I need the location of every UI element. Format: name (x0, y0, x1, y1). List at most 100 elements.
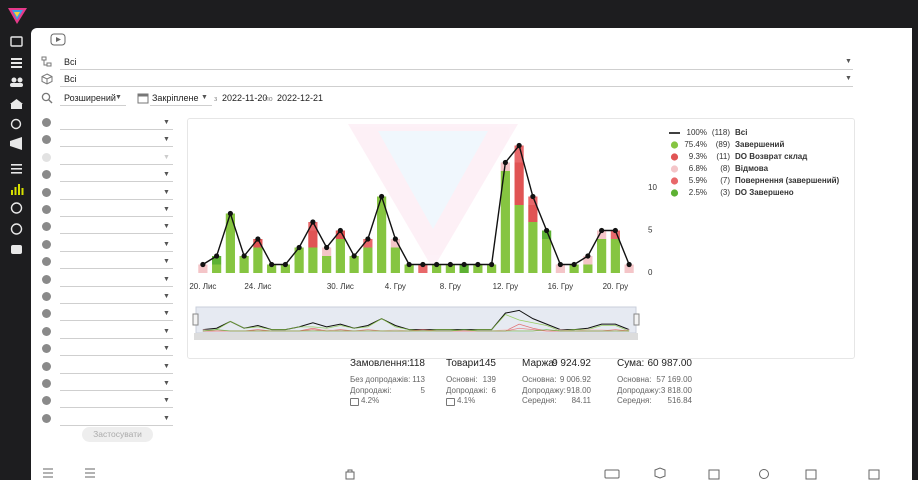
filter-icon[interactable] (42, 170, 51, 180)
filter-icon[interactable] (42, 152, 51, 162)
tab-icons[interactable] (43, 440, 880, 480)
navigator-handle[interactable] (633, 313, 640, 326)
filter-icon[interactable] (42, 205, 51, 214)
stat-title: Маржа: (522, 358, 557, 369)
total-point (585, 253, 591, 259)
bar-segment (349, 256, 359, 273)
stat-label: Середня: (522, 396, 557, 405)
legend-percent: 5.9% (689, 176, 707, 185)
bag-icon (350, 398, 359, 406)
filter-icon[interactable] (42, 413, 51, 423)
filter-underline (60, 390, 173, 391)
sidebar-icons[interactable] (10, 36, 24, 254)
legend-swatch (670, 177, 679, 185)
filter-underline (60, 146, 173, 148)
video-icon[interactable] (50, 33, 66, 47)
apply-button[interactable]: Застосувати (82, 427, 153, 442)
bar-segment (555, 264, 565, 273)
legend-name: DO Возврат склад (735, 152, 807, 161)
caret: ▼ (163, 188, 170, 196)
bar-segment (528, 196, 538, 205)
bar-segment (445, 264, 455, 273)
total-point (365, 236, 371, 242)
bar-segment (198, 264, 208, 273)
chart-panel: 0 5 10 20. Лис 24. Лис 30. Лис 4. Гру 8. Гру 12.… (187, 118, 855, 359)
caret: ▼ (163, 171, 170, 179)
date-to[interactable]: 2022-12-21 (277, 93, 324, 103)
legend-swatch (670, 141, 679, 149)
filter-icon[interactable] (42, 326, 51, 336)
bar-segment (514, 205, 524, 273)
caret: ▼ (163, 345, 170, 353)
total-point (241, 253, 247, 259)
date-from[interactable]: 2022-11-20 (222, 93, 268, 103)
legend-name: DO Завершено (735, 188, 794, 197)
x-tick-label: 20. Гру (603, 282, 629, 291)
filter-underline (60, 355, 173, 357)
filter-icon[interactable] (42, 344, 51, 354)
total-point (612, 227, 618, 234)
bar-segment (253, 239, 263, 248)
caret: ▼ (845, 75, 852, 82)
stat-row-value: 918.00 (566, 385, 591, 395)
filter-underline (60, 285, 173, 287)
filter-icon[interactable] (42, 292, 51, 301)
navigator-handle[interactable] (192, 313, 199, 326)
mode-select[interactable]: Розширений (64, 93, 116, 103)
total-point (200, 261, 206, 268)
total-point (461, 261, 467, 268)
filter-icon[interactable] (42, 274, 51, 284)
x-tick-label: 24. Лис (244, 282, 271, 291)
bar-segment (597, 239, 607, 273)
watermark (348, 124, 518, 269)
to-label: по (265, 96, 273, 103)
filter-icon[interactable] (42, 222, 51, 232)
filter-icon[interactable] (42, 396, 51, 406)
total-point (475, 261, 481, 268)
total-point (351, 253, 357, 259)
x-tick-label: 4. Гру (385, 282, 406, 291)
select-underline (150, 105, 212, 106)
select-underline (60, 105, 126, 106)
filter-icon[interactable] (42, 135, 51, 145)
filter-underline (60, 320, 173, 322)
bar-segment (335, 239, 345, 273)
stat-label: Без допродажів: (350, 375, 411, 384)
total-point (392, 236, 398, 242)
period-select[interactable]: Закріплене (152, 93, 199, 103)
select-value[interactable]: Всі (64, 74, 77, 84)
tree-icon (41, 56, 52, 67)
bar-segment (212, 264, 222, 273)
filter-icon[interactable] (42, 257, 51, 267)
total-point (489, 261, 495, 268)
stat-row-value: 139 (482, 375, 496, 384)
caret: ▼ (163, 380, 170, 387)
total-point (324, 244, 330, 251)
total-point (420, 261, 426, 268)
bar-segment (473, 264, 483, 273)
bar-segment (308, 222, 318, 231)
filter-icon[interactable] (42, 309, 51, 319)
caret: ▼ (115, 94, 122, 101)
bar-segment (583, 264, 593, 273)
bar-segment (294, 247, 304, 273)
caret: ▼ (163, 275, 170, 283)
filter-icon[interactable] (42, 118, 51, 127)
bar-segment (335, 230, 345, 239)
bar-segment (487, 264, 497, 273)
filter-icon[interactable] (42, 361, 51, 371)
total-point (296, 244, 302, 251)
filter-icon[interactable] (42, 239, 51, 249)
total-point (282, 261, 288, 268)
filter-icon[interactable] (42, 187, 51, 197)
filter-icon[interactable] (42, 379, 51, 388)
caret: ▼ (163, 293, 170, 300)
bar-segment (542, 239, 552, 273)
navigator-scrollbar (194, 333, 638, 340)
select-value[interactable]: Всі (64, 57, 77, 67)
bar-segment (542, 230, 552, 239)
total-point (626, 261, 632, 268)
legend-swatch (670, 153, 679, 161)
x-tick-label: 16. Гру (548, 282, 574, 291)
